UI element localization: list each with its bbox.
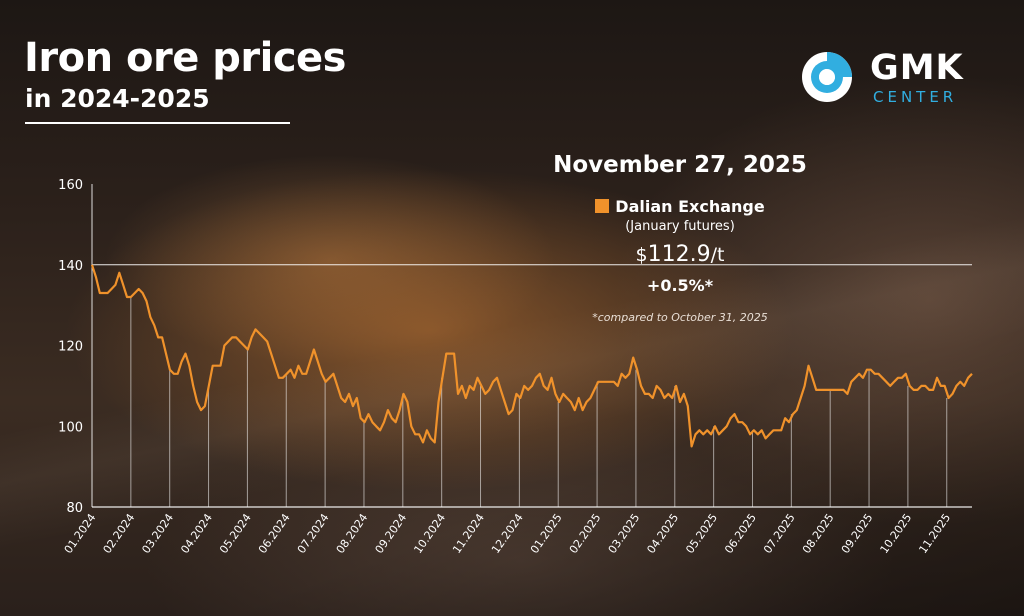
x-tick-label: 03.2025 bbox=[606, 511, 643, 556]
x-tick-label: 08.2025 bbox=[800, 511, 837, 556]
x-tick-label: 03.2024 bbox=[139, 511, 176, 556]
x-tick-label: 07.2024 bbox=[295, 511, 332, 556]
logo-name: GMK bbox=[870, 48, 964, 88]
price-value: 112.9 bbox=[647, 242, 711, 267]
x-tick-label: 10.2025 bbox=[878, 511, 915, 556]
legend-entry: Dalian Exchange bbox=[540, 196, 820, 218]
y-tick-label: 80 bbox=[66, 501, 83, 516]
x-tick-label: 09.2024 bbox=[373, 511, 410, 556]
y-tick-label: 160 bbox=[58, 178, 83, 193]
legend-label: Dalian Exchange bbox=[615, 197, 765, 216]
y-tick-label: 120 bbox=[58, 340, 83, 355]
price-unit: /t bbox=[710, 244, 725, 266]
x-tick-label: 04.2025 bbox=[644, 511, 681, 556]
gmk-center-logo: GMK CENTER bbox=[802, 48, 982, 108]
x-tick-label: 10.2024 bbox=[411, 511, 448, 556]
price-change: +0.5%* bbox=[646, 276, 714, 295]
x-tick-label: 09.2025 bbox=[839, 511, 876, 556]
x-tick-label: 05.2024 bbox=[217, 511, 254, 556]
x-tick-label: 01.2025 bbox=[528, 511, 565, 556]
x-tick-label: 05.2025 bbox=[683, 511, 720, 556]
price-currency: $ bbox=[635, 244, 648, 266]
x-tick-label: 11.2025 bbox=[916, 511, 953, 556]
x-tick-label: 04.2024 bbox=[178, 511, 215, 556]
x-tick-label: 07.2025 bbox=[761, 511, 798, 556]
logo-ring-icon bbox=[802, 52, 852, 102]
x-tick-label: 02.2024 bbox=[101, 511, 138, 556]
x-tick-label: 06.2025 bbox=[722, 511, 759, 556]
series-line-dalian-exchange bbox=[90, 264, 973, 448]
title-underline bbox=[25, 122, 290, 124]
page-subtitle: in 2024-2025 bbox=[25, 84, 210, 113]
summary-date: November 27, 2025 bbox=[553, 152, 807, 178]
current-price: $112.9/t bbox=[540, 240, 820, 270]
x-tick-label: 01.2024 bbox=[62, 511, 99, 556]
logo-subtitle: CENTER bbox=[873, 88, 958, 106]
chart-gridlines bbox=[92, 264, 972, 507]
footnote: *compared to October 31, 2025 bbox=[592, 311, 768, 324]
y-tick-label: 100 bbox=[58, 420, 83, 435]
x-tick-label: 02.2025 bbox=[567, 511, 604, 556]
legend-swatch bbox=[595, 199, 610, 213]
x-tick-label: 11.2024 bbox=[450, 511, 487, 556]
page-title: Iron ore prices bbox=[24, 35, 346, 81]
x-tick-label: 12.2024 bbox=[489, 511, 526, 556]
x-tick-label: 08.2024 bbox=[334, 511, 371, 556]
x-tick-label: 06.2024 bbox=[256, 511, 293, 556]
series-note: (January futures) bbox=[625, 219, 735, 234]
y-tick-label: 140 bbox=[58, 259, 83, 274]
chart-series bbox=[90, 264, 973, 448]
